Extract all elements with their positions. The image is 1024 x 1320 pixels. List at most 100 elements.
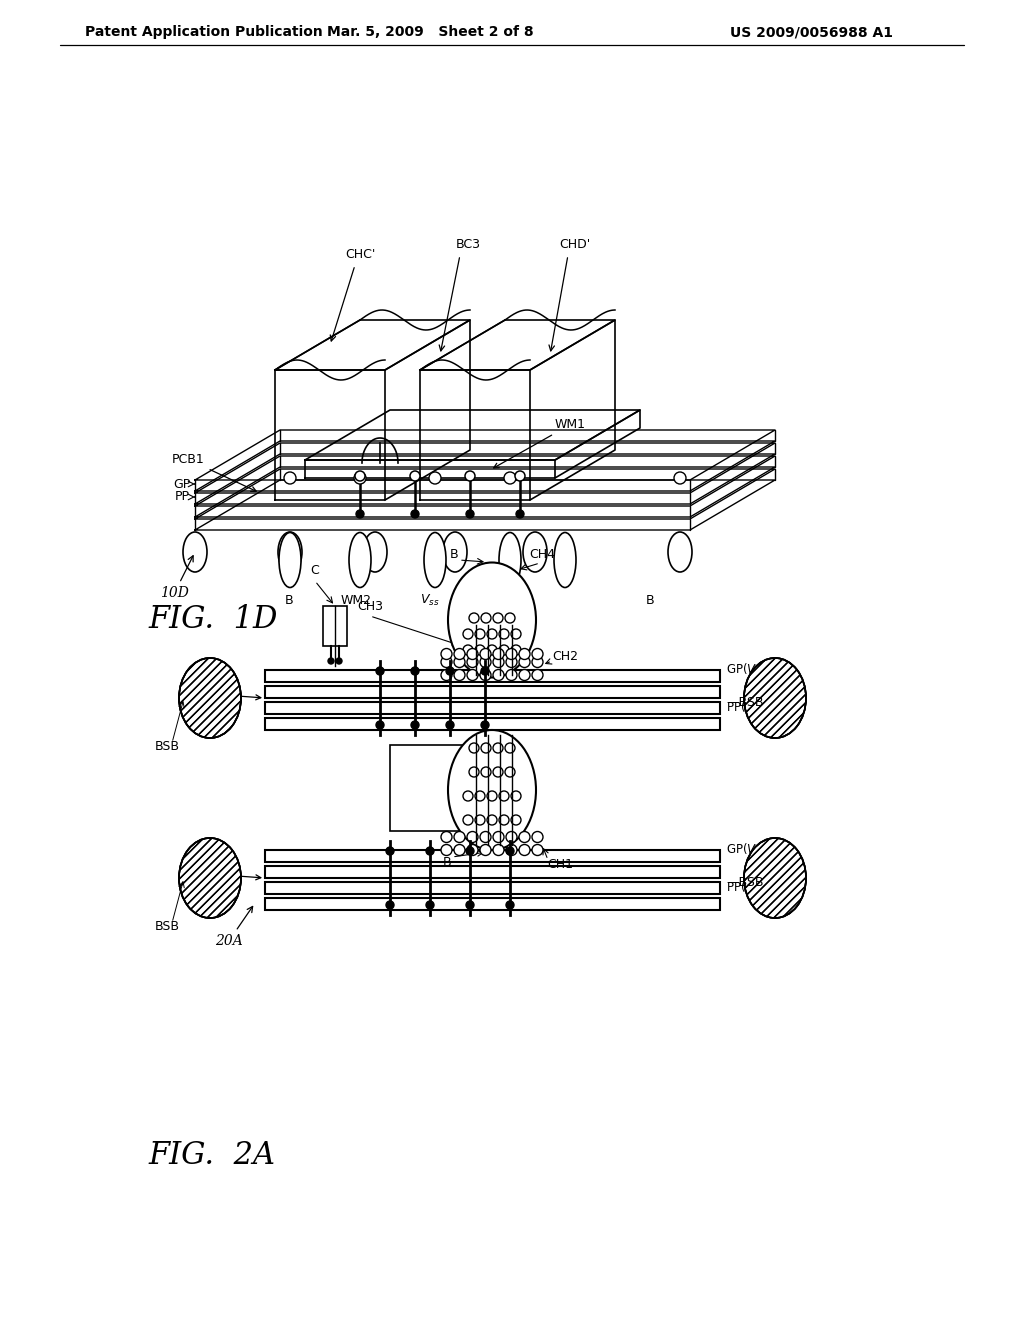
Circle shape bbox=[441, 656, 452, 668]
Ellipse shape bbox=[349, 532, 371, 587]
Circle shape bbox=[493, 845, 504, 855]
Text: —BSB: —BSB bbox=[726, 876, 764, 890]
Circle shape bbox=[469, 612, 479, 623]
Text: FIG.  1D: FIG. 1D bbox=[148, 605, 278, 635]
Text: BSB: BSB bbox=[155, 920, 180, 932]
Circle shape bbox=[506, 845, 517, 855]
Ellipse shape bbox=[554, 532, 575, 587]
Circle shape bbox=[506, 847, 514, 855]
Circle shape bbox=[487, 814, 497, 825]
Circle shape bbox=[429, 473, 441, 484]
Circle shape bbox=[465, 471, 475, 480]
Circle shape bbox=[480, 669, 490, 681]
Text: PP($V_{cc}$): PP($V_{cc}$) bbox=[726, 700, 768, 715]
Circle shape bbox=[515, 471, 525, 480]
Circle shape bbox=[454, 845, 465, 855]
Circle shape bbox=[504, 473, 516, 484]
Circle shape bbox=[467, 656, 478, 668]
Circle shape bbox=[467, 669, 478, 681]
Circle shape bbox=[506, 832, 517, 842]
Circle shape bbox=[481, 721, 489, 729]
Text: C: C bbox=[310, 565, 319, 578]
Text: US 2009/0056988 A1: US 2009/0056988 A1 bbox=[730, 25, 893, 40]
Circle shape bbox=[481, 767, 490, 777]
Circle shape bbox=[487, 645, 497, 655]
Circle shape bbox=[376, 667, 384, 675]
Circle shape bbox=[328, 657, 334, 664]
Circle shape bbox=[532, 648, 543, 660]
Circle shape bbox=[454, 669, 465, 681]
Bar bbox=[265, 718, 720, 730]
Text: B: B bbox=[285, 594, 293, 606]
Bar bbox=[265, 702, 720, 714]
Circle shape bbox=[506, 902, 514, 909]
Circle shape bbox=[493, 612, 503, 623]
Circle shape bbox=[466, 510, 474, 517]
Circle shape bbox=[487, 791, 497, 801]
Text: CH4: CH4 bbox=[529, 549, 555, 561]
Text: BSB: BSB bbox=[155, 739, 180, 752]
Circle shape bbox=[493, 648, 504, 660]
Circle shape bbox=[463, 814, 473, 825]
Circle shape bbox=[506, 656, 517, 668]
Circle shape bbox=[441, 669, 452, 681]
Ellipse shape bbox=[499, 532, 521, 587]
Text: Patent Application Publication: Patent Application Publication bbox=[85, 25, 323, 40]
Circle shape bbox=[441, 648, 452, 660]
Text: WM1: WM1 bbox=[494, 418, 586, 469]
Circle shape bbox=[519, 845, 530, 855]
Circle shape bbox=[499, 814, 509, 825]
Circle shape bbox=[467, 845, 478, 855]
Bar bbox=[390, 744, 520, 832]
Text: CHD': CHD' bbox=[559, 239, 591, 252]
Ellipse shape bbox=[523, 532, 547, 572]
Circle shape bbox=[441, 845, 452, 855]
Circle shape bbox=[493, 743, 503, 752]
Text: CH2: CH2 bbox=[552, 651, 578, 664]
Circle shape bbox=[499, 791, 509, 801]
Circle shape bbox=[466, 847, 474, 855]
Circle shape bbox=[511, 645, 521, 655]
Text: 10D: 10D bbox=[160, 556, 194, 601]
Circle shape bbox=[463, 791, 473, 801]
Ellipse shape bbox=[744, 657, 806, 738]
Ellipse shape bbox=[279, 532, 301, 587]
Ellipse shape bbox=[744, 838, 806, 917]
Text: WM2: WM2 bbox=[341, 594, 372, 606]
Circle shape bbox=[446, 667, 454, 675]
Circle shape bbox=[355, 471, 365, 480]
Text: CH3: CH3 bbox=[357, 599, 383, 612]
Ellipse shape bbox=[668, 532, 692, 572]
Circle shape bbox=[505, 767, 515, 777]
Circle shape bbox=[467, 648, 478, 660]
Circle shape bbox=[493, 767, 503, 777]
Circle shape bbox=[511, 814, 521, 825]
Bar bbox=[265, 898, 720, 909]
Text: FIG.  2A: FIG. 2A bbox=[148, 1139, 275, 1171]
Bar bbox=[265, 866, 720, 878]
Text: PCB2: PCB2 bbox=[200, 869, 261, 880]
Ellipse shape bbox=[183, 532, 207, 572]
Circle shape bbox=[386, 902, 394, 909]
Circle shape bbox=[463, 630, 473, 639]
Circle shape bbox=[336, 657, 342, 664]
Bar bbox=[265, 686, 720, 698]
Text: B: B bbox=[450, 549, 459, 561]
Circle shape bbox=[354, 473, 366, 484]
Circle shape bbox=[516, 510, 524, 517]
Ellipse shape bbox=[424, 532, 446, 587]
Circle shape bbox=[411, 721, 419, 729]
Bar bbox=[265, 882, 720, 894]
Text: —BSB: —BSB bbox=[726, 697, 764, 710]
Circle shape bbox=[519, 832, 530, 842]
Circle shape bbox=[480, 656, 490, 668]
Ellipse shape bbox=[179, 657, 241, 738]
Circle shape bbox=[506, 648, 517, 660]
Circle shape bbox=[284, 473, 296, 484]
Circle shape bbox=[411, 510, 419, 517]
Text: CH1: CH1 bbox=[547, 858, 573, 871]
Circle shape bbox=[475, 791, 485, 801]
Ellipse shape bbox=[179, 838, 241, 917]
Circle shape bbox=[475, 645, 485, 655]
Text: PCB1: PCB1 bbox=[172, 453, 256, 491]
